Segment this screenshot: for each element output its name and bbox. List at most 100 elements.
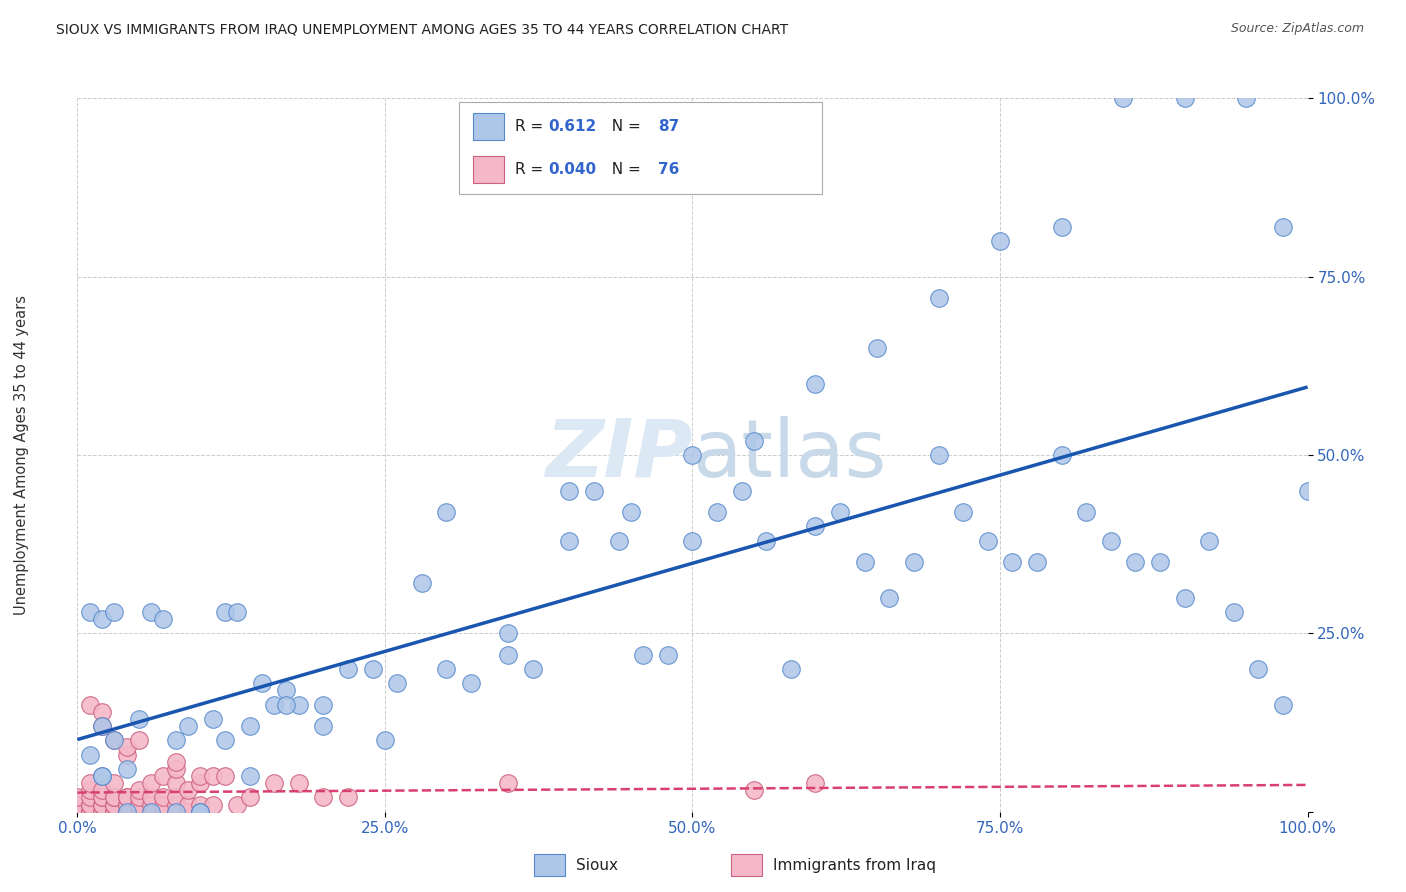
Point xyxy=(804,519,827,533)
Point xyxy=(66,790,89,805)
Point xyxy=(682,533,704,548)
Point xyxy=(952,505,974,519)
Point xyxy=(460,676,482,690)
Point xyxy=(177,783,200,797)
Point xyxy=(188,805,212,819)
Point xyxy=(928,291,950,305)
Point xyxy=(239,769,262,783)
Point xyxy=(152,769,174,783)
Point xyxy=(103,805,125,819)
Point xyxy=(1272,219,1295,234)
Point xyxy=(103,797,125,812)
Point xyxy=(522,662,544,676)
Point xyxy=(903,555,925,569)
Point xyxy=(90,797,114,812)
Point xyxy=(79,797,101,812)
Point xyxy=(742,434,765,448)
Point xyxy=(385,676,409,690)
Point xyxy=(79,698,101,712)
Point xyxy=(804,776,827,790)
Point xyxy=(103,776,125,790)
Point xyxy=(90,805,114,819)
Point xyxy=(1223,605,1246,619)
Point xyxy=(103,805,125,819)
Point xyxy=(1026,555,1049,569)
Point xyxy=(226,605,249,619)
Point xyxy=(165,805,187,819)
Text: atlas: atlas xyxy=(693,416,887,494)
Point xyxy=(1247,662,1270,676)
Point xyxy=(263,776,285,790)
Point xyxy=(177,805,200,819)
Point xyxy=(165,790,187,805)
Point xyxy=(436,505,458,519)
Text: R =: R = xyxy=(515,162,548,177)
Text: 87: 87 xyxy=(658,120,679,134)
Point xyxy=(188,769,212,783)
Point xyxy=(1099,533,1122,548)
Text: 0.040: 0.040 xyxy=(548,162,596,177)
Point xyxy=(141,790,163,805)
Text: 0.612: 0.612 xyxy=(548,120,598,134)
Point xyxy=(1174,91,1197,105)
Text: Sioux: Sioux xyxy=(576,858,619,872)
Point xyxy=(1112,91,1135,105)
Point xyxy=(682,448,704,462)
Point xyxy=(79,805,101,819)
Point xyxy=(115,790,138,805)
Point xyxy=(103,605,125,619)
Point xyxy=(90,783,114,797)
Point xyxy=(214,769,236,783)
Point xyxy=(226,797,249,812)
Point xyxy=(165,733,187,747)
Point xyxy=(496,776,519,790)
Point xyxy=(79,783,101,797)
Point xyxy=(250,676,273,690)
Point xyxy=(90,719,114,733)
Point xyxy=(276,683,298,698)
Point xyxy=(706,505,728,519)
Point xyxy=(607,533,630,548)
Point xyxy=(103,790,125,805)
Point xyxy=(928,448,950,462)
Point xyxy=(90,769,114,783)
Text: ZIP: ZIP xyxy=(546,416,693,494)
Point xyxy=(141,805,163,819)
Point xyxy=(128,797,150,812)
Point xyxy=(165,797,187,812)
Point xyxy=(165,762,187,776)
Point xyxy=(361,662,384,676)
Point xyxy=(128,805,150,819)
Point xyxy=(152,805,174,819)
Point xyxy=(374,733,396,747)
Point xyxy=(188,805,212,819)
Point xyxy=(853,555,876,569)
Point xyxy=(337,790,360,805)
Point xyxy=(657,648,679,662)
Point xyxy=(583,483,606,498)
Point xyxy=(1050,219,1073,234)
Point xyxy=(103,733,125,747)
Point xyxy=(1125,555,1147,569)
Point xyxy=(496,626,519,640)
Text: 76: 76 xyxy=(658,162,679,177)
Point xyxy=(115,797,138,812)
Point xyxy=(90,705,114,719)
Point xyxy=(152,790,174,805)
Point xyxy=(879,591,901,605)
Point xyxy=(128,733,150,747)
Point xyxy=(128,712,150,726)
Point xyxy=(152,797,174,812)
Point xyxy=(201,769,224,783)
Point xyxy=(141,605,163,619)
Point xyxy=(558,533,581,548)
Point xyxy=(115,740,138,755)
Point xyxy=(90,612,114,626)
Point xyxy=(411,576,433,591)
Point xyxy=(141,776,163,790)
Point xyxy=(141,805,163,819)
Point xyxy=(79,776,101,790)
Point xyxy=(188,797,212,812)
Point xyxy=(558,483,581,498)
Point xyxy=(90,719,114,733)
